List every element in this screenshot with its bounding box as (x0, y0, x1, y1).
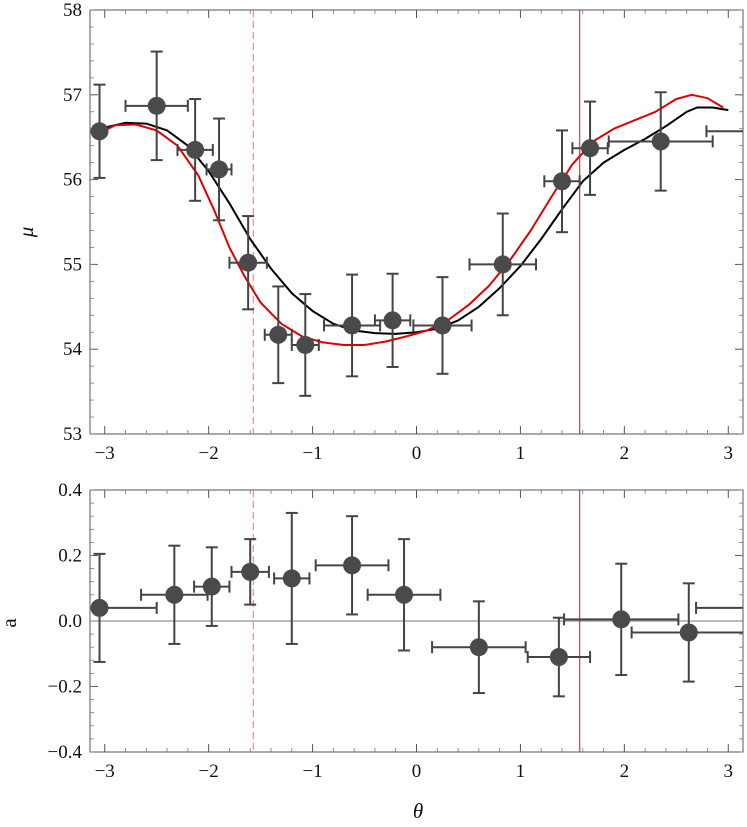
data-point (296, 335, 315, 354)
data-point (383, 311, 402, 330)
data-point (282, 569, 301, 588)
x-tick-label: −3 (95, 761, 115, 782)
data-point (147, 96, 166, 115)
plot-area (90, 10, 743, 434)
data-point (679, 623, 698, 642)
data-point (165, 585, 184, 604)
plot-frame (89, 9, 744, 435)
data-point-group (230, 538, 270, 606)
data-point-group (431, 600, 527, 695)
x-tick-label: 3 (724, 443, 734, 464)
x-tick-label: −1 (302, 443, 322, 464)
data-point-group (90, 83, 109, 179)
x-tick-label: −1 (302, 761, 322, 782)
data-point-group (314, 515, 390, 616)
data-point (433, 316, 452, 335)
data-point (239, 253, 258, 272)
data-point (469, 638, 488, 657)
data-point (210, 160, 229, 179)
data-point-group (563, 562, 680, 677)
y-tick-label: 0.4 (58, 480, 82, 501)
y-tick-label: 55 (63, 254, 82, 275)
data-point (186, 140, 205, 159)
x-tick-label: 0 (412, 761, 422, 782)
x-tick-label: 2 (620, 761, 630, 782)
y-tick-label: −0.2 (48, 677, 82, 698)
y-tick-label: 57 (63, 85, 82, 106)
data-point-group (228, 215, 268, 311)
y-tick-label: 54 (63, 339, 83, 360)
data-point (90, 598, 109, 617)
data-point-group (205, 117, 233, 222)
data-point-group (412, 276, 473, 375)
data-point (269, 325, 288, 344)
data-point-group (366, 538, 442, 652)
x-tick-label: −3 (95, 443, 115, 464)
data-point (241, 562, 260, 581)
data-point-group (705, 125, 743, 138)
data-point-group (263, 285, 293, 385)
data-point (549, 648, 568, 667)
data-point (651, 132, 670, 151)
data-point-group (543, 129, 581, 234)
data-point-group (273, 511, 311, 645)
data-point-group (124, 50, 189, 162)
data-point (202, 577, 221, 596)
data-point (395, 585, 414, 604)
data-point-group (323, 273, 382, 378)
data-point (343, 556, 362, 575)
x-tick-label: 2 (620, 443, 630, 464)
data-point-group (526, 616, 592, 698)
bottom-panel: −3 −2 −1 0 1 2 3 −0.4 −0.2 0.0 0.2 0.4 (48, 480, 744, 782)
plot-area (90, 490, 743, 752)
data-point-group (695, 601, 743, 614)
x-tick-label: 0 (412, 443, 422, 464)
data-point (90, 122, 109, 141)
x-tick-label: 3 (724, 761, 734, 782)
x-tick-label: −2 (199, 443, 219, 464)
data-point-group (90, 552, 158, 663)
data-point (552, 172, 571, 191)
data-point-group (290, 293, 320, 397)
bottom-y-axis-title: a (0, 618, 21, 628)
data-point (612, 610, 631, 629)
data-point-group (571, 100, 609, 196)
data-point-group (140, 544, 209, 645)
top-panel: −3 −2 −1 0 1 2 3 53 54 55 56 57 58 (63, 0, 744, 464)
x-tick-label: −2 (199, 761, 219, 782)
y-tick-label: 0.0 (58, 611, 82, 632)
data-point-group (468, 212, 538, 317)
data-point-group (630, 582, 743, 683)
data-point-group (607, 91, 714, 192)
y-tick-label: 0.2 (58, 546, 82, 567)
red-model-curve (99, 93, 724, 346)
y-tick-label: 53 (63, 424, 82, 445)
data-point-group (176, 98, 214, 202)
x-axis-title: θ (413, 799, 423, 823)
x-tick-label: 1 (516, 761, 526, 782)
y-tick-label: −0.4 (48, 742, 83, 763)
data-point-group (193, 546, 231, 627)
data-point-group (373, 272, 412, 369)
data-point (493, 255, 512, 274)
data-point (581, 139, 600, 158)
y-tick-label: 56 (63, 170, 82, 191)
data-point (343, 316, 362, 335)
y-tick-label: 58 (63, 0, 82, 21)
x-tick-label: 1 (516, 443, 526, 464)
top-y-axis-title: μ (14, 227, 38, 239)
